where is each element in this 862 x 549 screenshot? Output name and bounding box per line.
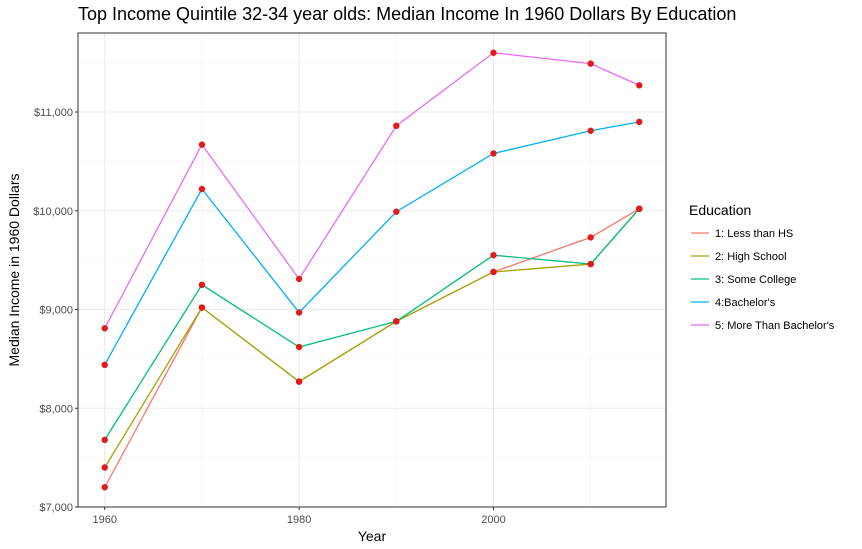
- data-point: [101, 361, 108, 368]
- legend-title: Education: [689, 202, 751, 218]
- chart-title: Top Income Quintile 32-34 year olds: Med…: [78, 4, 736, 24]
- data-point: [636, 118, 643, 126]
- legend-label: 4:Bachelor's: [715, 297, 776, 309]
- x-tick-label: 1980: [287, 514, 311, 526]
- data-point: [198, 281, 206, 289]
- data-point: [490, 268, 497, 276]
- data-point: [636, 82, 643, 89]
- y-axis-title: Median Income in 1960 Dollars: [6, 174, 22, 367]
- data-point: [490, 251, 497, 259]
- data-point: [198, 185, 206, 193]
- y-axis: $7,000 $8,000 $9,000 $10,000 $11,000: [33, 107, 78, 514]
- data-point: [587, 127, 594, 134]
- data-point: [101, 464, 108, 471]
- y-tick-label: $11,000: [34, 107, 73, 119]
- data-point: [198, 304, 206, 311]
- data-point: [295, 309, 303, 316]
- plot-area: [77, 32, 667, 508]
- plot-background: [78, 33, 666, 507]
- x-axis-title: Year: [358, 528, 387, 544]
- data-point: [490, 150, 497, 157]
- data-point: [101, 484, 108, 491]
- data-point: [295, 275, 303, 283]
- data-point: [393, 122, 400, 130]
- legend-label: 5: More Than Bachelor's: [715, 320, 835, 332]
- data-point: [101, 325, 108, 332]
- x-tick-label: 2000: [481, 514, 505, 526]
- legend-label: 1: Less than HS: [715, 228, 793, 240]
- legend-label: 3: Some College: [715, 274, 796, 286]
- y-tick-label: $9,000: [39, 305, 73, 317]
- y-tick-label: $8,000: [39, 403, 73, 415]
- data-points: [101, 49, 643, 491]
- y-tick-label: $7,000: [39, 502, 73, 514]
- y-tick-label: $10,000: [33, 206, 73, 218]
- data-point: [587, 60, 594, 67]
- data-point: [587, 260, 594, 268]
- data-point: [198, 141, 206, 148]
- x-axis: 1960 1980 2000: [92, 507, 506, 526]
- data-point: [393, 208, 400, 215]
- data-point: [393, 318, 400, 325]
- data-point: [490, 49, 497, 56]
- grid-lines: [78, 33, 666, 508]
- legend-label: 2: High School: [715, 251, 787, 263]
- legend: Education 1: Less than HS 2: High School 3…: [689, 202, 835, 332]
- data-point: [101, 436, 108, 444]
- x-tick-label: 1960: [92, 514, 116, 526]
- data-point: [295, 378, 303, 385]
- data-point: [295, 343, 303, 351]
- legend-items: 1: Less than HS 2: High School 3: Some Col…: [691, 228, 835, 332]
- data-point: [636, 205, 643, 212]
- plot-border: [77, 32, 667, 508]
- data-point: [587, 234, 594, 241]
